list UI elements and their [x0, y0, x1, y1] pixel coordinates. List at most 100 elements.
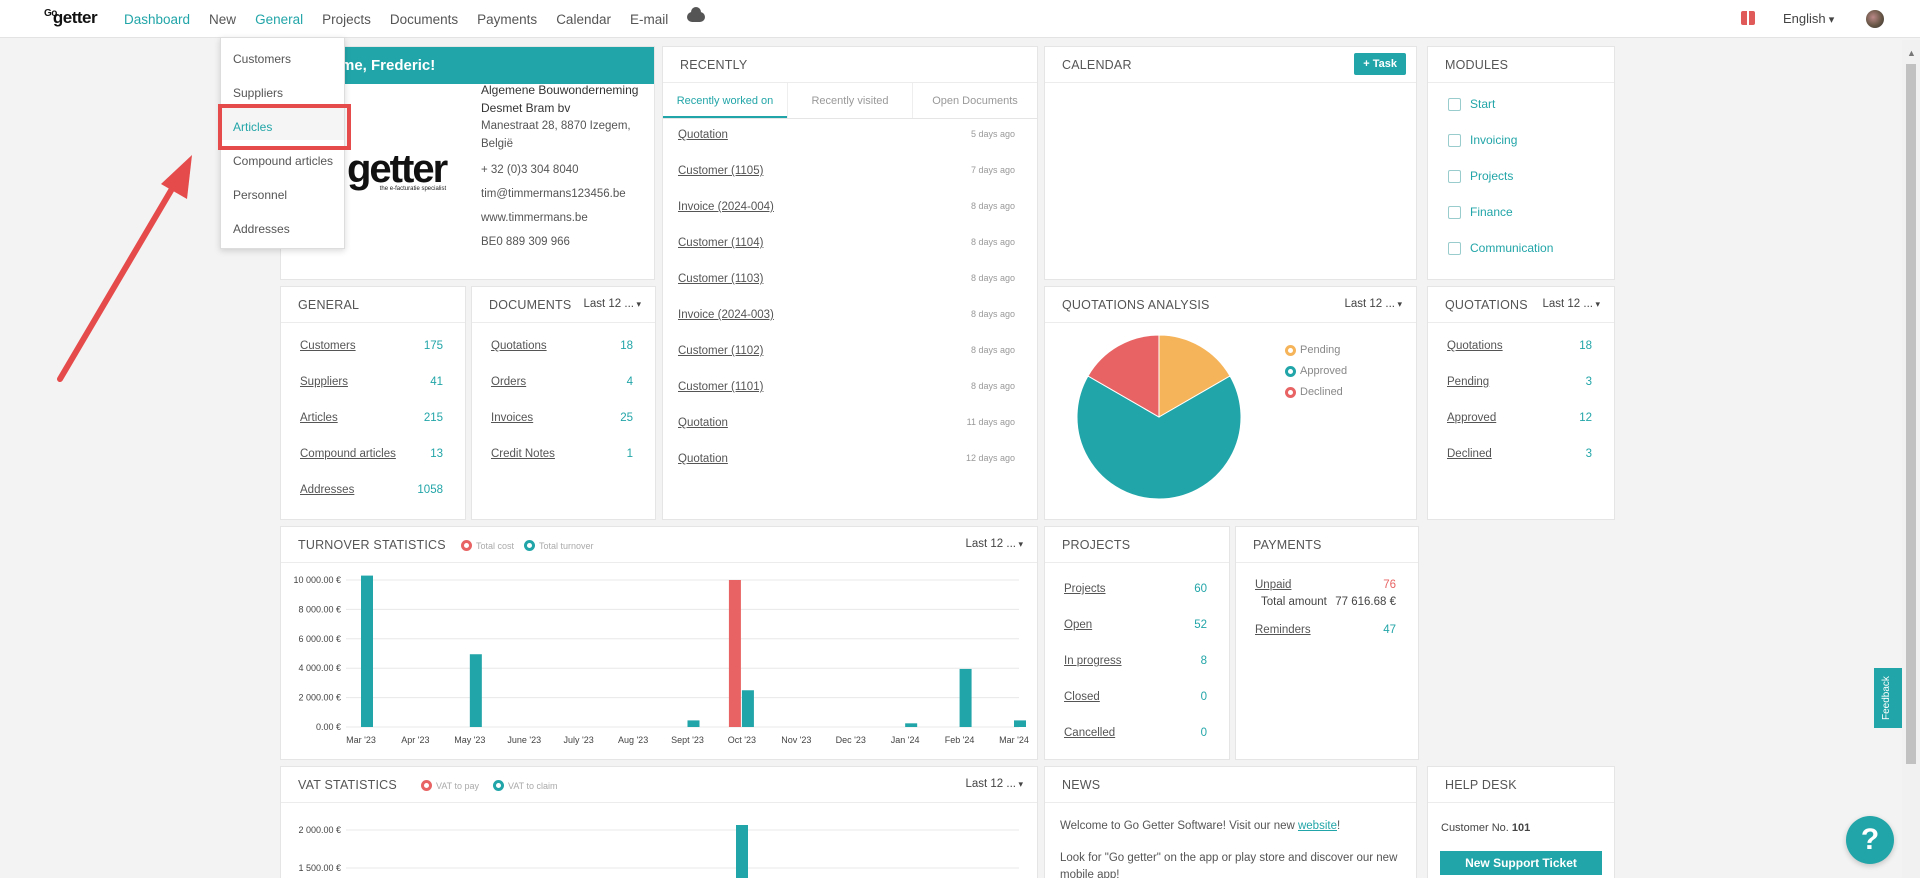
- tab-open-documents[interactable]: Open Documents: [912, 83, 1037, 118]
- menu-item-customers[interactable]: Customers: [233, 52, 292, 66]
- new-support-ticket-button[interactable]: New Support Ticket: [1440, 851, 1602, 875]
- quotations-period-dropdown[interactable]: Last 12 ...: [1542, 298, 1600, 310]
- quotations-analysis-period-dropdown[interactable]: Last 12 ...: [1344, 298, 1402, 310]
- bar-total-turnover[interactable]: [469, 654, 482, 727]
- help-button[interactable]: ?: [1846, 816, 1894, 864]
- bar-vat-to-claim[interactable]: [736, 825, 748, 878]
- general-link[interactable]: Suppliers: [300, 376, 348, 388]
- menu-item-addresses[interactable]: Addresses: [233, 222, 290, 236]
- y-tick-label: 4 000.00 €: [298, 663, 341, 673]
- projects-link[interactable]: Cancelled: [1064, 727, 1116, 739]
- recent-item-link[interactable]: Invoice (2024-004): [678, 201, 774, 213]
- cloud-icon[interactable]: [687, 7, 706, 22]
- documents-link[interactable]: Orders: [491, 376, 527, 388]
- arrow-shaft: [57, 179, 179, 382]
- gift-icon[interactable]: [1741, 11, 1755, 25]
- news-website-link[interactable]: website: [1297, 820, 1337, 832]
- legend-total-cost[interactable]: Total cost: [461, 540, 514, 551]
- recent-item-link[interactable]: Quotation: [678, 453, 728, 465]
- menu-item-suppliers[interactable]: Suppliers: [233, 86, 284, 100]
- recent-item-link[interactable]: Customer (1103): [678, 273, 764, 285]
- general-link[interactable]: Customers: [300, 340, 356, 352]
- legend-approved-label: Approved: [1300, 365, 1348, 377]
- legend-vat-to-claim-dot: [493, 780, 504, 791]
- x-tick-label: Dec '23: [836, 735, 866, 745]
- nav-email[interactable]: E-mail: [629, 11, 669, 27]
- y-tick-label: 2 000.00 €: [298, 693, 341, 703]
- payments-unpaid-link[interactable]: Unpaid: [1255, 579, 1292, 591]
- feedback-tab[interactable]: Feedback: [1874, 668, 1902, 728]
- vat-period-dropdown[interactable]: Last 12 ...: [965, 778, 1023, 790]
- recent-item-link[interactable]: Invoice (2024-003): [678, 309, 774, 321]
- vertical-scrollbar[interactable]: ▲: [1902, 40, 1920, 878]
- projects-link[interactable]: In progress: [1064, 655, 1122, 667]
- general-link[interactable]: Articles: [300, 412, 338, 424]
- recent-item-time: 8 days ago: [970, 201, 1015, 211]
- recent-item-link[interactable]: Quotation: [678, 417, 728, 429]
- quotations-link[interactable]: Approved: [1447, 412, 1497, 424]
- recent-item-link[interactable]: Quotation: [678, 129, 728, 141]
- documents-link[interactable]: Credit Notes: [491, 448, 555, 460]
- general-link[interactable]: Addresses: [300, 484, 355, 496]
- general-link[interactable]: Compound articles: [300, 448, 396, 460]
- documents-panel: DOCUMENTS Last 12 ... Quotations 18 Orders…: [471, 286, 656, 520]
- legend-total-turnover[interactable]: Total turnover: [524, 540, 594, 551]
- recent-item-link[interactable]: Customer (1105): [678, 165, 764, 177]
- bar-total-turnover[interactable]: [361, 575, 373, 727]
- tab-recently-visited[interactable]: Recently visited: [787, 83, 912, 118]
- recent-item-link[interactable]: Customer (1102): [678, 345, 764, 357]
- documents-period-dropdown[interactable]: Last 12 ...: [583, 298, 641, 310]
- bar-total-cost[interactable]: [728, 580, 741, 727]
- quotations-link[interactable]: Declined: [1447, 448, 1492, 460]
- bar-total-turnover[interactable]: [959, 668, 972, 727]
- bar-total-turnover[interactable]: [905, 723, 918, 727]
- language-selector[interactable]: English: [1783, 11, 1834, 26]
- documents-link[interactable]: Invoices: [491, 412, 534, 424]
- legend-vat-to-pay[interactable]: VAT to pay: [421, 780, 479, 791]
- general-row: Customers 175: [300, 340, 443, 352]
- nav-general[interactable]: General: [255, 11, 304, 27]
- module-start[interactable]: Start: [1448, 97, 1495, 111]
- bar-total-turnover[interactable]: [741, 690, 754, 727]
- menu-item-articles[interactable]: Articles: [221, 106, 344, 140]
- nav-payments[interactable]: Payments: [477, 11, 538, 27]
- nav-projects[interactable]: Projects: [322, 11, 371, 27]
- user-avatar[interactable]: [1866, 10, 1884, 28]
- quotations-analysis-panel: QUOTATIONS ANALYSIS Last 12 ... Pending …: [1044, 286, 1417, 520]
- quotations-link[interactable]: Pending: [1447, 376, 1490, 388]
- pie-slice-declined[interactable]: [1087, 334, 1160, 418]
- recent-item-link[interactable]: Customer (1104): [678, 237, 764, 249]
- projects-link[interactable]: Projects: [1064, 583, 1106, 595]
- menu-item-compound-articles[interactable]: Compound articles: [233, 154, 334, 168]
- projects-row: Open 52: [1064, 619, 1207, 631]
- nav-dashboard[interactable]: Dashboard: [124, 11, 191, 27]
- module-communication[interactable]: Communication: [1448, 241, 1553, 255]
- pie-slice-approved[interactable]: [1076, 375, 1242, 500]
- module-invoicing[interactable]: Invoicing: [1448, 133, 1517, 147]
- menu-item-personnel[interactable]: Personnel: [233, 188, 288, 202]
- nav-new[interactable]: New: [209, 11, 237, 27]
- payments-reminders-link[interactable]: Reminders: [1255, 624, 1311, 636]
- nav-documents[interactable]: Documents: [389, 11, 459, 27]
- scroll-up-icon[interactable]: ▲: [1907, 48, 1916, 58]
- module-finance[interactable]: Finance: [1448, 205, 1513, 219]
- add-task-button[interactable]: + Task: [1354, 53, 1406, 75]
- turnover-period-dropdown[interactable]: Last 12 ...: [965, 538, 1023, 550]
- bar-total-turnover[interactable]: [687, 720, 700, 727]
- y-tick-label: 2 000.00 €: [298, 825, 341, 835]
- legend-vat-to-claim-label: VAT to claim: [508, 780, 558, 791]
- nav-calendar[interactable]: Calendar: [556, 11, 611, 27]
- app-logo[interactable]: Gogetter: [44, 8, 98, 28]
- company-name: Algemene Bouwonderneming Desmet Bram bv: [481, 83, 639, 115]
- pie-slice-pending[interactable]: [1158, 334, 1231, 418]
- quotations-link[interactable]: Quotations: [1447, 340, 1503, 352]
- recent-item-link[interactable]: Customer (1101): [678, 381, 764, 393]
- bar-total-turnover[interactable]: [1014, 720, 1026, 727]
- tab-recently-worked-on[interactable]: Recently worked on: [663, 83, 787, 118]
- projects-link[interactable]: Open: [1064, 619, 1093, 631]
- documents-link[interactable]: Quotations: [491, 340, 547, 352]
- scrollbar-thumb[interactable]: [1906, 64, 1916, 764]
- projects-link[interactable]: Closed: [1064, 691, 1100, 703]
- module-projects[interactable]: Projects: [1448, 169, 1513, 183]
- legend-vat-to-claim[interactable]: VAT to claim: [493, 780, 558, 791]
